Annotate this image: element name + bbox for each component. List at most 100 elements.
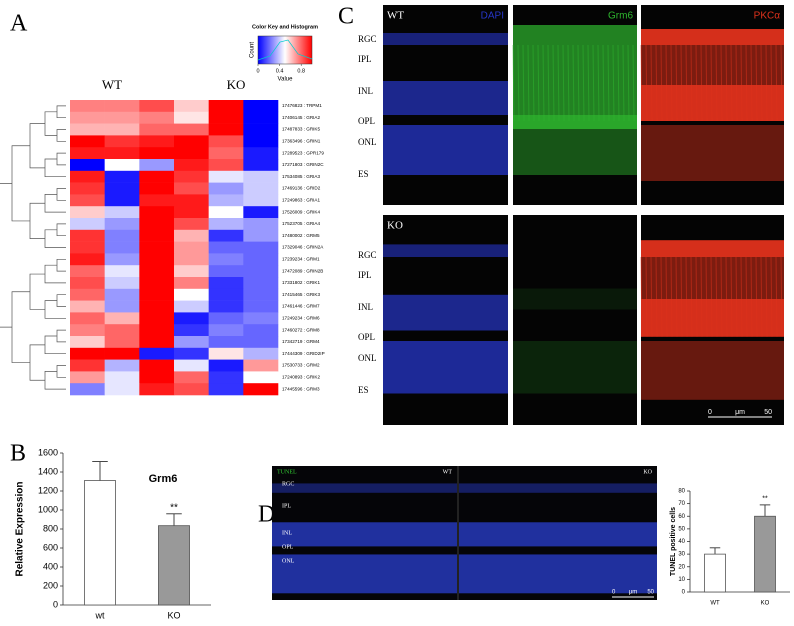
- layer-label: IPL: [358, 54, 372, 64]
- y-tick-label: 1000: [38, 504, 58, 514]
- stain-fiber: [622, 44, 625, 122]
- stain-band: [513, 288, 637, 310]
- group-label: WT: [102, 77, 122, 92]
- row-label: 17249234 : GRM6: [282, 316, 320, 321]
- heatmap-cell: [243, 135, 279, 148]
- row-label: 17240893 : GRIK2: [282, 375, 320, 380]
- x-tick-label: KO: [167, 610, 180, 620]
- heatmap-cell: [243, 229, 279, 242]
- heatmap-cell: [243, 111, 279, 124]
- heatmap-cell: [104, 170, 140, 183]
- heatmap-cell: [208, 123, 244, 136]
- heatmap-cell: [243, 253, 279, 266]
- heatmap-cell: [243, 347, 279, 360]
- heatmap-cell: [139, 218, 175, 231]
- stain-fiber: [562, 44, 565, 122]
- stain-fiber: [745, 256, 748, 337]
- dendrogram: [56, 129, 66, 142]
- heatmap-cell: [70, 347, 105, 360]
- condition-label: KO: [387, 220, 403, 232]
- heatmap-cell: [104, 194, 140, 207]
- stain-fiber: [665, 44, 668, 122]
- stain-fiber: [710, 256, 713, 337]
- heatmap-cell: [208, 277, 244, 290]
- scale-unit: μm: [735, 409, 745, 416]
- y-tick-label: 60: [678, 514, 685, 520]
- color-key-ylabel: Count: [250, 42, 256, 58]
- heatmap-cell: [243, 324, 279, 337]
- heatmap-cell: [139, 277, 175, 290]
- stain-fiber: [627, 44, 630, 122]
- heatmap-cell: [208, 229, 244, 242]
- stain-label: PKCα: [754, 11, 781, 22]
- row-label: 17523705 : GRIA4: [282, 221, 320, 226]
- stain-fiber: [542, 44, 545, 122]
- stain-fiber: [675, 256, 678, 337]
- stain-fiber: [770, 256, 773, 337]
- stain-fiber: [607, 44, 610, 122]
- heatmap-cell: [174, 229, 209, 242]
- chart-title: Grm6: [149, 473, 178, 485]
- stain-fiber: [775, 256, 778, 337]
- stain-fiber: [592, 44, 595, 122]
- heatmap-cell: [104, 182, 140, 195]
- layer-label: ONL: [358, 353, 377, 363]
- stain-fiber: [602, 44, 605, 122]
- y-tick-label: 50: [678, 526, 685, 532]
- dendrogram: [29, 273, 45, 310]
- row-label: 17239234 : GRM1: [282, 257, 320, 262]
- heatmap-cell: [208, 135, 244, 148]
- dendrogram: [11, 145, 30, 222]
- row-label: 17530733 : GRM2: [282, 363, 320, 368]
- stain-fiber: [547, 44, 550, 122]
- heatmap-cell: [208, 218, 244, 231]
- bar: [158, 525, 190, 606]
- heatmap-cell: [208, 159, 244, 172]
- heatmap-cell: [243, 336, 279, 349]
- heatmap-cell: [174, 288, 209, 301]
- heatmap-cell: [70, 182, 105, 195]
- layer-label: ES: [358, 385, 369, 395]
- y-tick-label: 600: [43, 542, 58, 552]
- y-tick-label: 0: [682, 590, 686, 596]
- heatmap-cell: [174, 100, 209, 113]
- scale-start: 0: [612, 590, 616, 596]
- stain-band: [383, 244, 508, 257]
- y-tick-label: 80: [678, 489, 685, 495]
- layer-label: IPL: [282, 503, 291, 509]
- heatmap-cell: [139, 324, 175, 337]
- heatmap-cell: [104, 359, 140, 372]
- stain-fiber: [645, 256, 648, 337]
- stain-fiber: [612, 44, 615, 122]
- stain-fiber: [760, 44, 763, 122]
- heatmap-cell: [104, 265, 140, 278]
- stain-fiber: [750, 256, 753, 337]
- heatmap-cell: [208, 371, 244, 384]
- stain-fiber: [705, 256, 708, 337]
- stain-fiber: [537, 44, 540, 122]
- heatmap-cell: [243, 194, 279, 207]
- heatmap-cell: [104, 324, 140, 337]
- layer-label: RGC: [358, 250, 377, 260]
- heatmap-cell: [139, 147, 175, 160]
- stain-fiber: [740, 44, 743, 122]
- stain-fiber: [660, 256, 663, 337]
- heatmap-cell: [104, 371, 140, 384]
- stain-fiber: [745, 44, 748, 122]
- y-tick-label: 40: [678, 539, 685, 545]
- bar: [84, 480, 116, 606]
- stain-fiber: [517, 44, 520, 122]
- y-tick-label: 1200: [38, 485, 58, 495]
- heatmap-cell: [174, 265, 209, 278]
- heatmap-cell: [104, 111, 140, 124]
- stain-fiber: [512, 44, 515, 122]
- stain-fiber: [685, 44, 688, 122]
- heatmap-cell: [139, 359, 175, 372]
- stain-fiber: [690, 44, 693, 122]
- heatmap-cell: [174, 277, 209, 290]
- stain-fiber: [557, 44, 560, 122]
- stain-band: [641, 45, 784, 85]
- layer-label: RGC: [282, 481, 294, 487]
- stain-fiber: [695, 44, 698, 122]
